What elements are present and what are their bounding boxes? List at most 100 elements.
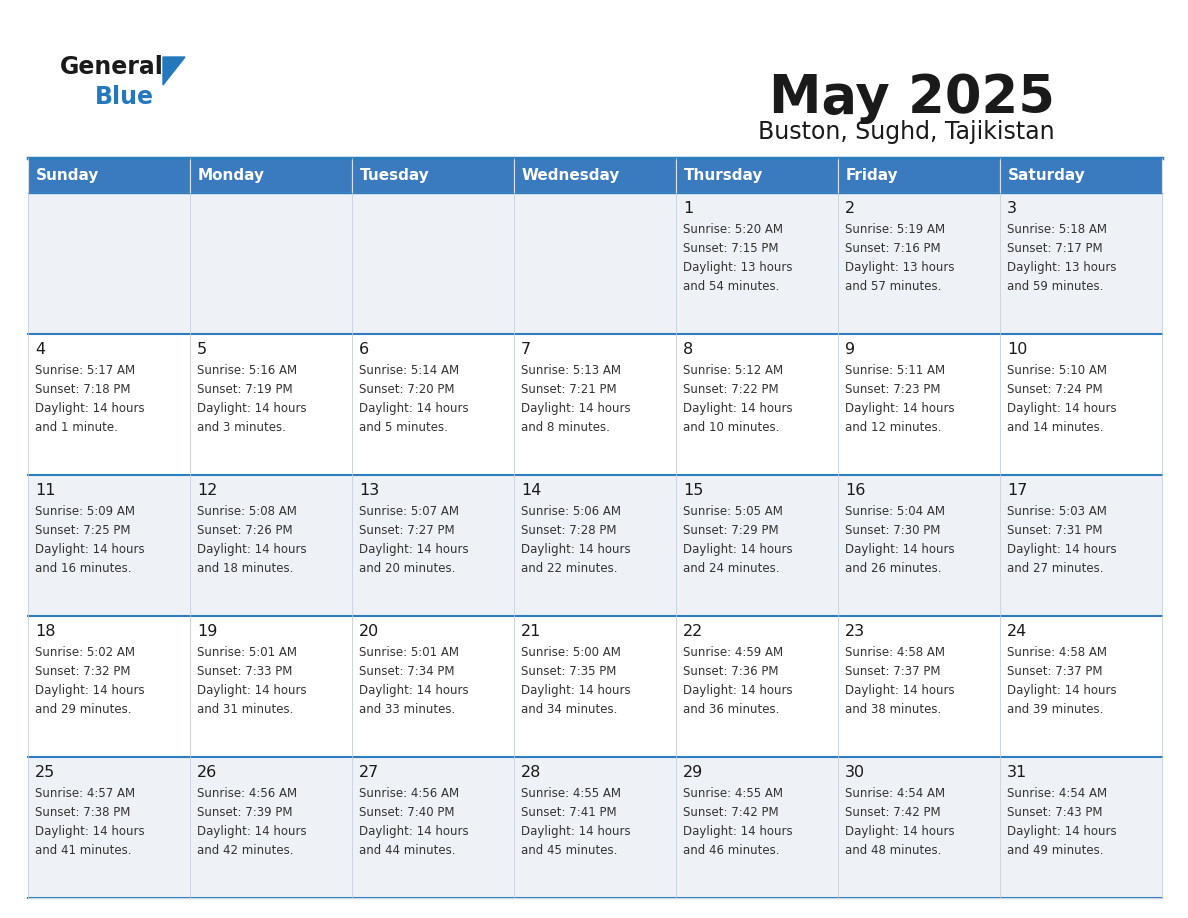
Text: 23: 23 (845, 624, 865, 639)
Text: 20: 20 (359, 624, 379, 639)
Text: Sunrise: 4:58 AM: Sunrise: 4:58 AM (1007, 646, 1107, 659)
Text: and 10 minutes.: and 10 minutes. (683, 421, 779, 434)
Text: Sunrise: 4:56 AM: Sunrise: 4:56 AM (197, 787, 297, 800)
Text: 18: 18 (34, 624, 56, 639)
Bar (352, 757, 514, 898)
Text: and 36 minutes.: and 36 minutes. (683, 703, 779, 716)
Text: and 39 minutes.: and 39 minutes. (1007, 703, 1104, 716)
Text: Daylight: 14 hours: Daylight: 14 hours (522, 684, 631, 697)
Text: Blue: Blue (95, 85, 154, 109)
Text: Sunrise: 5:18 AM: Sunrise: 5:18 AM (1007, 223, 1107, 236)
Text: Sunset: 7:21 PM: Sunset: 7:21 PM (522, 383, 617, 396)
Text: Daylight: 13 hours: Daylight: 13 hours (845, 261, 954, 274)
Text: 11: 11 (34, 483, 56, 498)
Text: Sunset: 7:20 PM: Sunset: 7:20 PM (359, 383, 455, 396)
Bar (190, 757, 352, 898)
Text: and 49 minutes.: and 49 minutes. (1007, 844, 1104, 857)
Text: Sunrise: 5:09 AM: Sunrise: 5:09 AM (34, 505, 135, 518)
Text: Sunrise: 5:11 AM: Sunrise: 5:11 AM (845, 364, 946, 377)
Text: Sunset: 7:16 PM: Sunset: 7:16 PM (845, 242, 941, 255)
Text: Sunrise: 4:59 AM: Sunrise: 4:59 AM (683, 646, 783, 659)
Text: Sunrise: 4:55 AM: Sunrise: 4:55 AM (522, 787, 621, 800)
Text: and 42 minutes.: and 42 minutes. (197, 844, 293, 857)
Text: and 14 minutes.: and 14 minutes. (1007, 421, 1104, 434)
Text: Daylight: 14 hours: Daylight: 14 hours (845, 402, 955, 415)
Text: Sunset: 7:27 PM: Sunset: 7:27 PM (359, 524, 455, 537)
Text: and 24 minutes.: and 24 minutes. (683, 562, 779, 575)
Bar (29, 616, 190, 757)
Text: Daylight: 14 hours: Daylight: 14 hours (1007, 402, 1117, 415)
Bar (676, 158, 838, 193)
Bar (29, 475, 190, 616)
Text: Sunset: 7:22 PM: Sunset: 7:22 PM (683, 383, 778, 396)
Text: Thursday: Thursday (684, 168, 764, 183)
Bar (352, 158, 514, 193)
Text: Daylight: 14 hours: Daylight: 14 hours (197, 402, 307, 415)
Text: Sunset: 7:32 PM: Sunset: 7:32 PM (34, 665, 131, 678)
Bar (838, 616, 1000, 757)
Text: Sunrise: 4:56 AM: Sunrise: 4:56 AM (359, 787, 459, 800)
Text: 31: 31 (1007, 765, 1028, 780)
Text: Daylight: 14 hours: Daylight: 14 hours (845, 825, 955, 838)
Bar (29, 193, 190, 334)
Text: Sunrise: 4:54 AM: Sunrise: 4:54 AM (845, 787, 946, 800)
Text: Sunset: 7:15 PM: Sunset: 7:15 PM (683, 242, 778, 255)
Bar (352, 334, 514, 475)
Text: Sunrise: 5:17 AM: Sunrise: 5:17 AM (34, 364, 135, 377)
Text: and 41 minutes.: and 41 minutes. (34, 844, 132, 857)
Text: Sunset: 7:43 PM: Sunset: 7:43 PM (1007, 806, 1102, 819)
Text: Daylight: 14 hours: Daylight: 14 hours (522, 825, 631, 838)
Text: Daylight: 14 hours: Daylight: 14 hours (683, 684, 792, 697)
Bar (838, 757, 1000, 898)
Text: Sunrise: 5:10 AM: Sunrise: 5:10 AM (1007, 364, 1107, 377)
Bar (838, 193, 1000, 334)
Text: Daylight: 14 hours: Daylight: 14 hours (845, 684, 955, 697)
Text: Sunrise: 4:58 AM: Sunrise: 4:58 AM (845, 646, 944, 659)
Text: Daylight: 14 hours: Daylight: 14 hours (683, 825, 792, 838)
Text: 2: 2 (845, 201, 855, 216)
Text: Sunset: 7:24 PM: Sunset: 7:24 PM (1007, 383, 1102, 396)
Text: 6: 6 (359, 342, 369, 357)
Text: Daylight: 14 hours: Daylight: 14 hours (845, 543, 955, 556)
Bar (1000, 334, 1162, 475)
Bar (190, 475, 352, 616)
Text: Sunrise: 4:54 AM: Sunrise: 4:54 AM (1007, 787, 1107, 800)
Text: Sunrise: 5:03 AM: Sunrise: 5:03 AM (1007, 505, 1107, 518)
Bar (190, 158, 352, 193)
Text: and 20 minutes.: and 20 minutes. (359, 562, 455, 575)
Text: 10: 10 (1007, 342, 1028, 357)
Text: 1: 1 (683, 201, 694, 216)
Text: Sunrise: 5:12 AM: Sunrise: 5:12 AM (683, 364, 783, 377)
Text: 30: 30 (845, 765, 865, 780)
Text: and 48 minutes.: and 48 minutes. (845, 844, 941, 857)
Text: 21: 21 (522, 624, 542, 639)
Bar (1000, 757, 1162, 898)
Text: 17: 17 (1007, 483, 1028, 498)
Text: Daylight: 14 hours: Daylight: 14 hours (1007, 543, 1117, 556)
Text: Sunset: 7:41 PM: Sunset: 7:41 PM (522, 806, 617, 819)
Text: Sunset: 7:28 PM: Sunset: 7:28 PM (522, 524, 617, 537)
Text: Buston, Sughd, Tajikistan: Buston, Sughd, Tajikistan (758, 120, 1055, 144)
Text: Sunrise: 5:16 AM: Sunrise: 5:16 AM (197, 364, 297, 377)
Text: Daylight: 14 hours: Daylight: 14 hours (359, 684, 468, 697)
Text: Sunset: 7:40 PM: Sunset: 7:40 PM (359, 806, 455, 819)
Text: Daylight: 14 hours: Daylight: 14 hours (197, 684, 307, 697)
Text: Monday: Monday (198, 168, 265, 183)
Text: 3: 3 (1007, 201, 1017, 216)
Bar (29, 158, 190, 193)
Bar (514, 475, 676, 616)
Text: Sunset: 7:42 PM: Sunset: 7:42 PM (845, 806, 941, 819)
Text: and 54 minutes.: and 54 minutes. (683, 280, 779, 293)
Text: Sunset: 7:31 PM: Sunset: 7:31 PM (1007, 524, 1102, 537)
Text: Daylight: 14 hours: Daylight: 14 hours (1007, 825, 1117, 838)
Text: Daylight: 14 hours: Daylight: 14 hours (197, 825, 307, 838)
Text: Daylight: 14 hours: Daylight: 14 hours (34, 543, 145, 556)
Text: Saturday: Saturday (1007, 168, 1086, 183)
Text: 22: 22 (683, 624, 703, 639)
Text: 26: 26 (197, 765, 217, 780)
Text: Sunrise: 5:06 AM: Sunrise: 5:06 AM (522, 505, 621, 518)
Text: 4: 4 (34, 342, 45, 357)
Text: Sunrise: 5:01 AM: Sunrise: 5:01 AM (359, 646, 459, 659)
Text: May 2025: May 2025 (769, 72, 1055, 124)
Text: Sunset: 7:37 PM: Sunset: 7:37 PM (845, 665, 941, 678)
